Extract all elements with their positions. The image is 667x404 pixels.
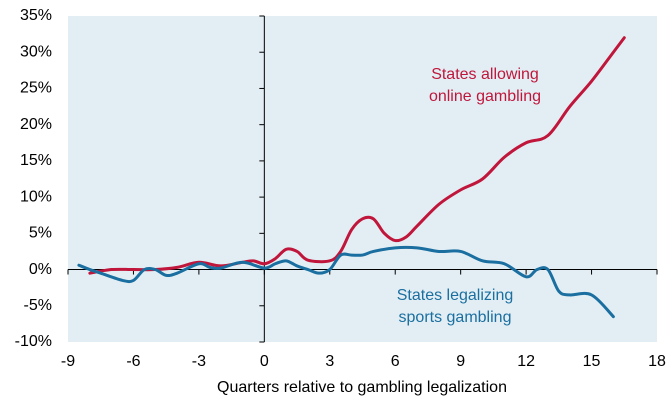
y-tick-label: 0% [29, 261, 52, 278]
y-tick-label: 20% [20, 116, 52, 133]
y-tick-label: 30% [20, 43, 52, 60]
y-tick-label: 5% [29, 225, 52, 242]
series-label: sports gambling [399, 309, 512, 326]
series-line [88, 36, 626, 275]
x-tick-label: 18 [648, 353, 666, 370]
x-tick-label: 6 [391, 353, 400, 370]
x-tick-label: 12 [517, 353, 535, 370]
x-tick-label: -3 [192, 353, 206, 370]
x-tick-label: 9 [456, 353, 465, 370]
series-line [77, 245, 615, 319]
y-tick-label: 25% [20, 80, 52, 97]
series-label: States legalizing [397, 287, 514, 304]
x-tick-label: -6 [126, 353, 140, 370]
series-label: States allowing [431, 66, 539, 83]
x-axis-label: Quarters relative to gambling legalizati… [217, 379, 507, 396]
y-tick-label: -5% [24, 297, 52, 314]
x-tick-label: -9 [61, 353, 75, 370]
series-label: online gambling [429, 88, 541, 105]
x-tick-label: 15 [583, 353, 601, 370]
y-tick-label: -10% [15, 333, 52, 350]
y-tick-label: 15% [20, 152, 52, 169]
y-tick-label: 10% [20, 188, 52, 205]
y-tick-label: 35% [20, 7, 52, 24]
plot-background [68, 16, 657, 342]
x-tick-label: 3 [325, 353, 334, 370]
x-tick-label: 0 [260, 353, 269, 370]
